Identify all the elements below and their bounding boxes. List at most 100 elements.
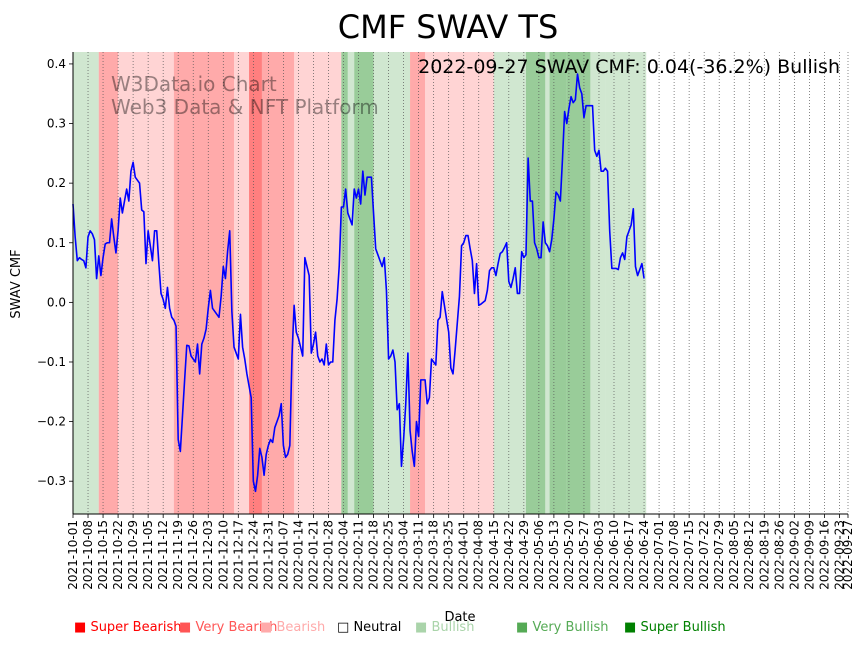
x-tick-label: 2021-12-17 <box>231 520 245 590</box>
regime-band-very-bullish <box>341 52 348 514</box>
x-tick-label: 2021-12-31 <box>261 520 275 590</box>
x-tick-label: 2022-06-24 <box>637 520 651 590</box>
x-tick-label: 2022-08-19 <box>757 520 771 590</box>
x-tick-label: 2021-11-05 <box>141 520 155 590</box>
legend-label: Very Bearish <box>195 620 278 635</box>
y-tick-label: 0.1 <box>47 236 66 250</box>
regime-band-very-bearish <box>173 52 235 514</box>
x-tick-label: 2022-07-15 <box>682 520 696 590</box>
x-tick-label: 2021-12-24 <box>246 520 260 590</box>
x-tick-label: 2022-07-01 <box>652 520 666 590</box>
legend-marker-icon: ■ <box>260 620 273 635</box>
x-tick-label: 2021-12-03 <box>201 520 215 590</box>
regime-band-bullish <box>347 52 355 514</box>
x-tick-label: 2022-08-26 <box>772 520 786 590</box>
x-tick-label: 2022-06-03 <box>592 520 606 590</box>
y-tick-label: 0.3 <box>47 117 66 131</box>
x-tick-label: 2022-09-23 <box>832 520 846 590</box>
x-tick-label: 2022-09-16 <box>817 520 831 590</box>
x-tick-label: 2021-10-08 <box>81 520 95 590</box>
legend-very-bullish: ■ Very Bullish <box>516 620 609 635</box>
regime-band-bullish <box>73 52 99 514</box>
regime-band-super-bearish <box>249 52 262 514</box>
series-line <box>72 73 645 493</box>
x-tick-label: 2021-10-01 <box>66 520 80 590</box>
x-tick-label: 2022-03-18 <box>427 520 441 590</box>
legend-bearish: ■ Bearish <box>260 620 325 635</box>
x-tick-label: 2022-03-25 <box>442 520 456 590</box>
x-tick-label: 2022-04-15 <box>487 520 501 590</box>
legend-label: Super Bullish <box>640 620 726 635</box>
legend-label: Neutral <box>353 620 402 635</box>
watermark-line-2: Web3 Data & NFT Platform <box>111 95 379 119</box>
x-tick-label: 2022-01-07 <box>276 520 290 590</box>
x-tick-label: 2022-02-25 <box>382 520 396 590</box>
x-tick-label: 2022-09-09 <box>802 520 816 590</box>
regime-band-bullish <box>590 52 606 514</box>
x-tick-label: 2022-05-27 <box>577 520 591 590</box>
x-tick-label: 2022-02-11 <box>352 520 366 590</box>
x-tick-label: 2022-05-20 <box>562 520 576 590</box>
axes: 2021-10-01 2021-10-08 2021-10-15 2021-10-22… <box>37 52 855 590</box>
x-tick-label: 2022-08-05 <box>727 520 741 590</box>
y-tick-label: 0.2 <box>47 176 66 190</box>
regime-band-bullish <box>373 52 411 514</box>
x-tick-label: 2021-11-26 <box>186 520 200 590</box>
legend-bullish: ■ Bullish <box>415 620 474 635</box>
series-line-group <box>72 73 645 493</box>
x-tick-label: 2021-10-22 <box>111 520 125 590</box>
x-tick-label: 2021-11-19 <box>171 520 185 590</box>
legend-super-bullish: ■ Super Bullish <box>624 620 726 635</box>
x-tick-label: 2022-04-22 <box>502 520 516 590</box>
watermark-line-1: W3Data.io Chart <box>111 72 277 96</box>
x-tick-label: 2022-04-01 <box>457 520 471 590</box>
x-tick-label: 2022-05-13 <box>547 520 561 590</box>
y-axis-label: SWAV CMF <box>9 249 24 318</box>
x-tick-label: 2021-10-29 <box>126 520 140 590</box>
legend-marker-icon: ■ <box>516 620 529 635</box>
x-tick-label: 2022-02-04 <box>336 520 350 590</box>
regime-band-very-bullish <box>354 52 374 514</box>
x-tick-label: 2022-04-29 <box>517 520 531 590</box>
legend-neutral: □ Neutral <box>337 620 401 635</box>
x-tick-label: 2022-09-27 <box>841 520 855 590</box>
legend-label: Bearish <box>276 620 326 635</box>
regime-band-very-bullish <box>525 52 546 514</box>
x-tick-label: 2022-03-11 <box>412 520 426 590</box>
regime-bands <box>73 52 647 514</box>
x-tick-label: 2022-01-21 <box>306 520 320 590</box>
regime-band-bullish <box>605 52 647 514</box>
y-tick-label: −0.1 <box>37 355 66 369</box>
x-tick-label: 2022-04-08 <box>472 520 486 590</box>
regime-band-bearish <box>118 52 174 514</box>
x-tick-label: 2022-08-12 <box>742 520 756 590</box>
x-tick-label: 2022-03-04 <box>397 520 411 590</box>
legend-label: Bullish <box>431 620 475 635</box>
legend-marker-icon: ■ <box>74 620 87 635</box>
x-tick-label: 2021-12-10 <box>216 520 230 590</box>
regime-band-very-bullish <box>566 52 591 514</box>
x-tick-label: 2022-07-08 <box>667 520 681 590</box>
x-tick-label: 2022-05-06 <box>532 520 546 590</box>
chart-title: CMF SWAV TS <box>338 8 559 46</box>
x-tick-label: 2022-09-02 <box>787 520 801 590</box>
x-tick-label: 2022-01-28 <box>321 520 335 590</box>
legend-marker-icon: ■ <box>415 620 428 635</box>
x-tick-label: 2022-06-17 <box>622 520 636 590</box>
regime-band-bullish <box>545 52 550 514</box>
x-tick-label: 2022-01-14 <box>291 520 305 590</box>
y-tick-label: −0.3 <box>37 474 66 488</box>
regime-band-bearish <box>234 52 250 514</box>
regime-band-very-bearish <box>410 52 426 514</box>
status-annotation: 2022-09-27 SWAV CMF: 0.04(-36.2%) Bullis… <box>418 56 840 78</box>
regime-band-very-bearish <box>261 52 295 514</box>
legend-super-bearish: ■ Super Bearish <box>74 620 182 635</box>
regime-band-bearish <box>294 52 342 514</box>
vertical-gridlines <box>72 52 849 514</box>
y-tick-label: 0.0 <box>47 295 66 309</box>
legend-label: Super Bearish <box>90 620 182 635</box>
x-tick-label: 2022-07-29 <box>712 520 726 590</box>
x-tick-label: 2021-10-15 <box>96 520 110 590</box>
legend-marker-icon: ■ <box>179 620 192 635</box>
